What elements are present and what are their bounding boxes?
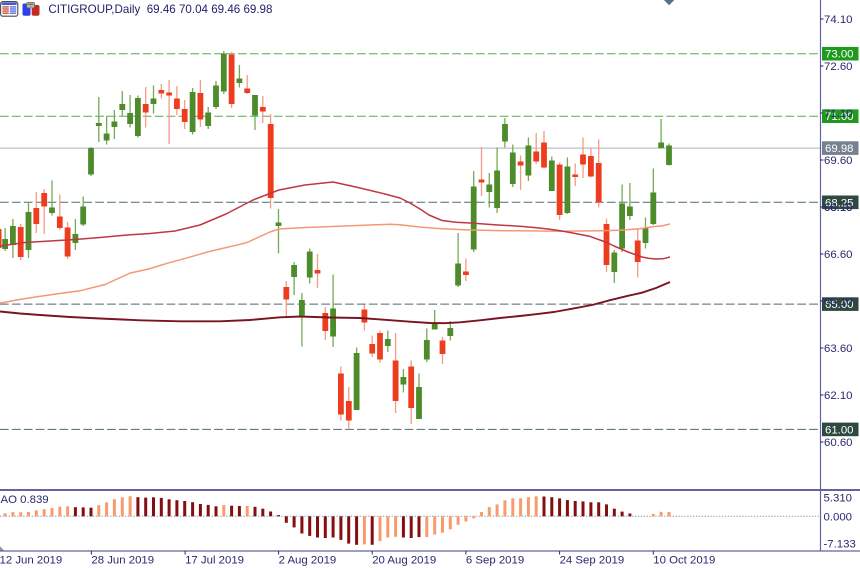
svg-text:12 Jun 2019: 12 Jun 2019 [0, 554, 62, 566]
svg-text:AO 0.839: AO 0.839 [1, 494, 49, 506]
svg-text:66.60: 66.60 [824, 249, 853, 261]
svg-text:0.000: 0.000 [824, 511, 853, 523]
svg-text:68.25: 68.25 [825, 197, 854, 209]
svg-text:65.10: 65.10 [824, 296, 853, 308]
svg-text:74.10: 74.10 [824, 14, 853, 26]
svg-text:20 Aug 2019: 20 Aug 2019 [372, 554, 436, 566]
svg-text:69.60: 69.60 [824, 155, 853, 167]
svg-text:-7.133: -7.133 [824, 539, 856, 551]
svg-text:63.60: 63.60 [824, 343, 853, 355]
svg-text:69.98: 69.98 [825, 143, 854, 155]
svg-text:2 Aug 2019: 2 Aug 2019 [279, 554, 337, 566]
svg-text:17 Jul 2019: 17 Jul 2019 [185, 554, 244, 566]
svg-text:CITIGROUP,Daily 69.46 70.04 6: CITIGROUP,Daily 69.46 70.04 69.46 69.98 [48, 3, 272, 16]
svg-text:72.60: 72.60 [824, 61, 853, 73]
svg-text:65.00: 65.00 [825, 299, 854, 311]
svg-text:62.10: 62.10 [824, 390, 853, 402]
svg-text:28 Jun 2019: 28 Jun 2019 [91, 554, 154, 566]
svg-text:6 Sep 2019: 6 Sep 2019 [466, 554, 524, 566]
svg-text:73.00: 73.00 [825, 49, 854, 61]
svg-text:71.00: 71.00 [825, 111, 854, 123]
svg-text:61.00: 61.00 [825, 424, 854, 436]
svg-text:24 Sep 2019: 24 Sep 2019 [560, 554, 625, 566]
svg-text:71.10: 71.10 [824, 108, 853, 120]
svg-text:68.10: 68.10 [824, 202, 853, 214]
svg-text:60.60: 60.60 [824, 437, 853, 449]
svg-text:5.310: 5.310 [824, 493, 853, 505]
svg-text:10 Oct 2019: 10 Oct 2019 [653, 554, 715, 566]
